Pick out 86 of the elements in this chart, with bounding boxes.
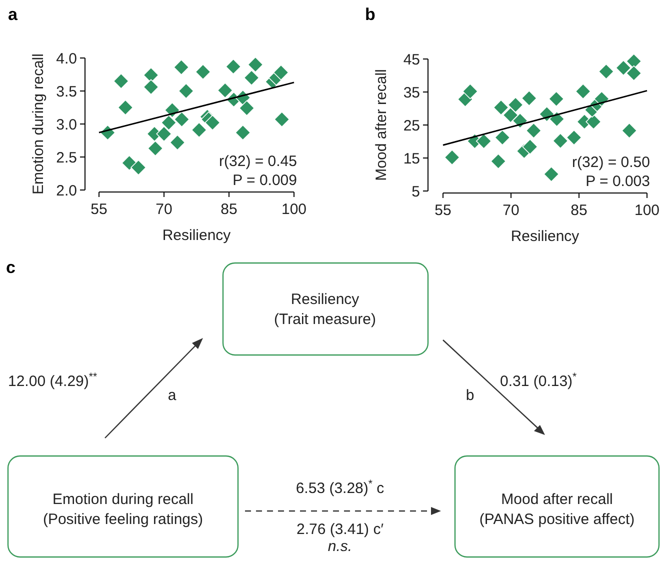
point xyxy=(494,130,510,146)
point xyxy=(174,59,190,76)
point xyxy=(616,60,632,76)
point xyxy=(548,111,565,127)
y-tick-label: 15 xyxy=(403,150,420,168)
point xyxy=(226,58,242,74)
point xyxy=(178,83,194,99)
point xyxy=(566,130,582,146)
point xyxy=(160,114,177,130)
x-tick-label: 70 xyxy=(502,202,520,219)
chart-title: a xyxy=(8,5,18,24)
point xyxy=(502,107,518,123)
text: a xyxy=(168,387,177,404)
point xyxy=(244,70,260,86)
point xyxy=(490,153,506,170)
y-tick-label: 2.0 xyxy=(56,182,77,200)
point xyxy=(521,90,537,106)
point xyxy=(273,64,289,80)
annotation: r(32) = 0.45 xyxy=(219,153,297,170)
x-tick-label: 85 xyxy=(570,202,588,219)
annotation: r(32) = 0.50 xyxy=(572,154,650,171)
text: (PANAS positive affect) xyxy=(479,511,635,528)
point xyxy=(235,124,251,140)
x-tick-label: 100 xyxy=(634,202,660,219)
point xyxy=(143,79,159,95)
text: n.s. xyxy=(328,538,352,555)
x-axis-title: Resiliency xyxy=(162,227,232,244)
y-tick-label: 3.0 xyxy=(56,116,77,134)
point xyxy=(130,160,146,176)
y-tick-label: 4.0 xyxy=(56,50,77,68)
point xyxy=(508,97,524,113)
x-tick-label: 85 xyxy=(220,201,238,218)
point xyxy=(526,122,542,138)
point xyxy=(113,73,129,89)
text: Emotion during recall xyxy=(52,491,194,508)
point xyxy=(548,91,564,107)
point xyxy=(204,114,220,130)
x-tick-label: 55 xyxy=(90,201,108,218)
text: Resiliency xyxy=(290,291,360,308)
y-axis-title: Mood after recall xyxy=(373,69,390,181)
point xyxy=(191,122,207,138)
point xyxy=(217,82,233,98)
point xyxy=(195,64,211,80)
annotation: P = 0.003 xyxy=(586,173,650,190)
y-tick-label: 25 xyxy=(403,117,420,134)
point xyxy=(174,112,190,128)
x-tick-label: 70 xyxy=(156,201,172,218)
point xyxy=(238,100,255,116)
text: Mood after recall xyxy=(501,491,613,508)
point xyxy=(248,56,264,72)
point xyxy=(462,84,478,100)
text: b xyxy=(466,387,474,404)
annotation: P = 0.009 xyxy=(232,172,297,189)
y-tick-label: 3.5 xyxy=(56,83,77,100)
x-tick-label: 100 xyxy=(281,201,307,218)
x-tick-label: 55 xyxy=(434,202,452,219)
point xyxy=(148,140,164,156)
y-tick-label: 35 xyxy=(403,84,420,102)
y-tick-label: 5 xyxy=(412,183,420,200)
point xyxy=(544,166,560,182)
point xyxy=(622,122,638,138)
text: 12.00 (4.29)$^{**}$ xyxy=(8,371,98,390)
text: 0.31 (0.13)$^{*}$ xyxy=(500,371,577,390)
chart-title: b xyxy=(365,5,376,24)
text: 6.53 (3.28)$^{*}$ c xyxy=(296,478,385,497)
y-tick-label: 45 xyxy=(403,51,420,68)
point xyxy=(598,64,614,80)
point xyxy=(586,114,602,130)
point xyxy=(156,126,172,142)
text: (Positive feeling ratings) xyxy=(42,511,204,528)
point xyxy=(552,133,568,149)
point xyxy=(626,65,642,82)
point xyxy=(274,112,290,128)
point xyxy=(118,100,134,116)
text: c xyxy=(6,258,16,277)
x-axis-title: Resiliency xyxy=(510,228,580,245)
point xyxy=(170,134,186,150)
text: (Trait measure) xyxy=(274,311,376,328)
y-axis-title: Emotion during recall xyxy=(30,54,47,194)
text: 2.76 (3.41) c′ xyxy=(296,521,384,538)
point xyxy=(575,84,591,100)
point xyxy=(522,138,538,155)
point xyxy=(476,133,492,149)
point xyxy=(444,150,460,166)
point xyxy=(493,100,509,116)
y-tick-label: 2.5 xyxy=(56,149,77,166)
